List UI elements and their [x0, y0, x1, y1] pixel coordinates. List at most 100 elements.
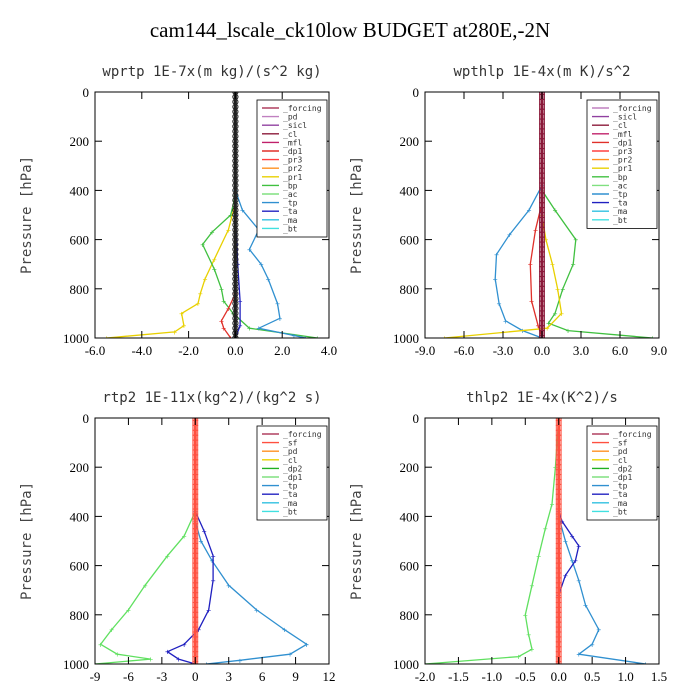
series-line-ta — [166, 418, 214, 664]
series-marker-pr1: + — [182, 322, 187, 331]
y-axis-label: Pressure [hPa] — [349, 156, 365, 274]
legend-label: _dp1 — [283, 473, 302, 482]
y-tick-label: 400 — [70, 183, 90, 198]
series-marker-ta: + — [211, 576, 216, 585]
series-marker-dp1: + — [109, 626, 114, 635]
legend-label: _tp — [283, 199, 298, 208]
y-tick-label: 800 — [70, 608, 90, 623]
series-marker-dp1: + — [143, 581, 148, 590]
series-marker-tp: + — [503, 317, 508, 326]
series-marker-tp: + — [590, 640, 595, 649]
chart-title: wprtp 1E-7x(m kg)/(s^2 kg) — [102, 64, 321, 80]
x-tick-label: 0.0 — [227, 343, 243, 358]
y-tick-label: 0 — [83, 411, 90, 426]
y-tick-label: 0 — [413, 85, 420, 100]
series-marker-dp1: + — [165, 552, 170, 561]
x-tick-label: 12 — [323, 669, 336, 684]
series-line-tp — [234, 92, 306, 338]
legend-label: _forcing — [613, 430, 652, 439]
y-tick-label: 400 — [400, 509, 420, 524]
series-marker-dp1: + — [529, 297, 534, 306]
plot-frame — [94, 417, 330, 665]
y-tick-label: 200 — [70, 460, 90, 475]
series-marker-dp1: + — [228, 334, 233, 343]
legend-label: _ma — [613, 207, 628, 216]
x-tick-label: -3.0 — [493, 343, 514, 358]
series-marker-bp: + — [566, 327, 571, 336]
series-marker-bp: + — [553, 206, 558, 215]
series-marker-dp1: + — [221, 324, 226, 333]
y-tick-label: 600 — [400, 233, 420, 248]
series-marker-dp1: + — [528, 260, 533, 269]
legend-label: _sf — [613, 439, 628, 448]
series-marker-pr1: + — [226, 226, 231, 235]
legend-label: _bt — [613, 216, 628, 225]
series-marker-tp: + — [576, 576, 581, 585]
series-marker-bp: + — [571, 260, 576, 269]
series-marker-tp: + — [240, 206, 245, 215]
page-title: cam144_lscale_ck10low BUDGET at280E,-2N — [149, 18, 551, 42]
series-line-tp — [194, 418, 308, 664]
chart-title: wpthlp 1E-4x(m K)/s^2 — [453, 64, 630, 80]
legend-label: _dp2 — [283, 464, 302, 473]
series-marker-tp: + — [563, 537, 568, 546]
legend-label: _forcing — [283, 430, 322, 439]
chart-panel-1: wprtp 1E-7x(m kg)/(s^2 kg) Pressure [hPa]… — [19, 64, 337, 358]
legend-label: _ma — [613, 499, 628, 508]
y-tick-label: 600 — [70, 559, 90, 574]
series-marker-bp: + — [553, 309, 558, 318]
series-marker-tp: + — [497, 300, 502, 309]
y-tick-label: 400 — [400, 183, 420, 198]
series-marker-ta: + — [206, 606, 211, 615]
legend-label: _bp — [613, 173, 628, 182]
legend-label: _bt — [283, 224, 298, 233]
series-marker-tp: + — [210, 557, 215, 566]
series-marker-tp: + — [507, 231, 512, 240]
x-tick-label: -4.0 — [132, 343, 153, 358]
series-marker-dp1: + — [182, 532, 187, 541]
series-marker-pr1: + — [559, 309, 564, 318]
series-marker-pr1: + — [198, 290, 203, 299]
legend-label: _ta — [613, 199, 628, 208]
series-marker-dp1: + — [530, 581, 535, 590]
legend-box — [586, 99, 658, 229]
x-tick-label: -1.0 — [482, 669, 503, 684]
chart-title: thlp2 1E-4x(K^2)/s — [466, 390, 618, 406]
series-marker-dp1: + — [93, 660, 98, 669]
legend-label: _cl — [283, 130, 298, 139]
x-tick-label: 0.0 — [551, 669, 567, 684]
series-marker-tp: + — [303, 334, 308, 343]
series-line-bp — [541, 92, 653, 338]
legend-label: _mfl — [283, 138, 302, 147]
y-tick-label: 800 — [70, 282, 90, 297]
series-marker-tp: + — [291, 332, 296, 341]
series-marker-pr1: + — [545, 324, 550, 333]
x-tick-label: 1.5 — [651, 669, 667, 684]
series-marker-dp1: + — [543, 525, 548, 534]
series-line-tp — [558, 418, 646, 664]
plot-frame — [424, 417, 660, 665]
legend-label: _ma — [283, 216, 298, 225]
series-marker-tp: + — [266, 275, 271, 284]
legend-box — [586, 425, 658, 521]
series-marker-pr1: + — [203, 275, 208, 284]
x-tick-label: 6.0 — [612, 343, 628, 358]
series-marker-tp: + — [288, 650, 293, 659]
y-tick-label: 200 — [70, 134, 90, 149]
x-tick-label: 6 — [259, 669, 266, 684]
series-marker-pr1: + — [550, 260, 555, 269]
x-tick-label: 1.0 — [617, 669, 633, 684]
legend-label: _pr3 — [613, 147, 632, 156]
x-tick-label: -2.0 — [178, 343, 199, 358]
series-marker-pr1: + — [442, 334, 447, 343]
y-axis-label: Pressure [hPa] — [19, 156, 35, 274]
series-marker-tp: + — [570, 557, 575, 566]
x-tick-label: 4.0 — [321, 343, 337, 358]
legend-label: _sf — [283, 439, 298, 448]
series-marker-ta: + — [576, 542, 581, 551]
chart-title: rtp2 1E-11x(kg^2)/(kg^2 s) — [102, 390, 321, 406]
y-tick-label: 1000 — [393, 657, 419, 672]
x-tick-label: 0 — [192, 669, 199, 684]
